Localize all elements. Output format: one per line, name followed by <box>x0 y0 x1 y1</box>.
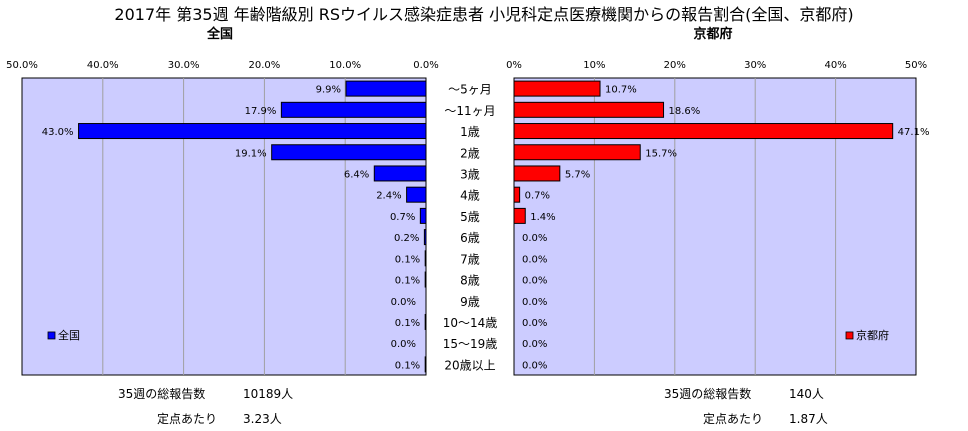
category-label: 20歳以上 <box>444 358 495 372</box>
category-label: 10～14歳 <box>443 316 498 330</box>
legend-swatch-national <box>47 331 56 340</box>
data-label-national: 0.1% <box>395 254 420 265</box>
tick-label-kyoto: 20% <box>664 60 686 71</box>
tick-label-kyoto: 40% <box>824 60 846 71</box>
data-label-kyoto: 0.0% <box>522 339 547 350</box>
tick-label-kyoto: 0% <box>506 60 522 71</box>
category-label: ～5ヶ月 <box>448 83 492 97</box>
data-label-national: 0.1% <box>395 276 420 287</box>
panel-title-national: 全国 <box>206 26 233 42</box>
tick-label-kyoto: 10% <box>583 60 605 71</box>
data-label-national: 0.0% <box>391 297 416 308</box>
bar-national <box>424 271 427 288</box>
tick-label-national: 20.0% <box>249 60 281 71</box>
data-label-kyoto: 0.0% <box>522 297 547 308</box>
national-total-value: 10189人 <box>243 387 294 401</box>
tick-label-national: 40.0% <box>87 60 119 71</box>
kyoto-per-label: 定点あたり <box>703 412 764 426</box>
data-label-kyoto: 0.0% <box>522 233 547 244</box>
data-label-kyoto: 10.7% <box>605 85 637 96</box>
data-label-kyoto: 0.0% <box>522 254 547 265</box>
category-label: 6歳 <box>460 231 480 245</box>
panel-title-kyoto: 京都府 <box>693 26 732 42</box>
data-label-kyoto: 15.7% <box>645 148 677 159</box>
legend-label-national: 全国 <box>58 328 80 342</box>
data-label-national: 9.9% <box>316 85 341 96</box>
bar-kyoto <box>513 144 641 161</box>
data-label-kyoto: 0.7% <box>525 191 550 202</box>
data-label-national: 0.0% <box>391 339 416 350</box>
data-label-kyoto: 47.1% <box>898 127 930 138</box>
bar-national <box>424 313 427 330</box>
legend-swatch-kyoto <box>845 331 854 340</box>
bar-kyoto <box>513 80 601 97</box>
bar-national <box>423 229 427 246</box>
bar-national <box>419 207 427 224</box>
tick-label-national: 30.0% <box>168 60 200 71</box>
category-label: 8歳 <box>460 274 480 288</box>
data-label-kyoto: 0.0% <box>522 276 547 287</box>
plot-area-national <box>21 77 427 376</box>
bar-national <box>424 250 427 267</box>
data-label-kyoto: 5.7% <box>565 169 590 180</box>
category-label: ～11ヶ月 <box>444 104 495 118</box>
category-label: 4歳 <box>460 189 480 203</box>
kyoto-per-value: 1.87人 <box>789 412 828 426</box>
category-label: 3歳 <box>460 167 480 181</box>
data-label-national: 43.0% <box>42 127 74 138</box>
tick-label-national: 10.0% <box>329 60 361 71</box>
bar-national <box>280 101 427 118</box>
national-per-value: 3.23人 <box>243 412 282 426</box>
bar-kyoto <box>513 123 894 140</box>
data-label-kyoto: 1.4% <box>530 212 555 223</box>
bar-national <box>345 80 427 97</box>
data-label-national: 2.4% <box>376 191 401 202</box>
category-label: 2歳 <box>460 146 480 160</box>
bar-kyoto <box>513 101 665 118</box>
data-label-national: 0.1% <box>395 360 420 371</box>
data-label-national: 17.9% <box>245 106 277 117</box>
bar-national <box>373 165 427 182</box>
kyoto-total-value: 140人 <box>789 387 824 401</box>
tick-label-national: 50.0% <box>6 60 38 71</box>
bar-national <box>424 356 427 373</box>
legend-label-kyoto: 京都府 <box>856 328 889 342</box>
national-total-label: 35週の総報告数 <box>118 387 206 401</box>
bar-national <box>78 123 427 140</box>
kyoto-total-label: 35週の総報告数 <box>664 387 752 401</box>
data-label-kyoto: 0.0% <box>522 318 547 329</box>
data-label-kyoto: 0.0% <box>522 360 547 371</box>
category-label: 9歳 <box>460 295 480 309</box>
tick-label-national: 0.0% <box>413 60 438 71</box>
data-label-national: 0.1% <box>395 318 420 329</box>
category-label: 15～19歳 <box>443 337 498 351</box>
data-label-kyoto: 18.6% <box>669 106 701 117</box>
category-label: 7歳 <box>460 252 480 266</box>
bar-national <box>406 186 427 203</box>
data-label-national: 6.4% <box>344 169 369 180</box>
bar-kyoto <box>513 207 526 224</box>
category-label: 5歳 <box>460 210 480 224</box>
chart-title: 2017年 第35週 年齢階級別 RSウイルス感染症患者 小児科定点医療機関から… <box>114 5 853 24</box>
data-label-national: 19.1% <box>235 148 267 159</box>
tick-label-kyoto: 50% <box>905 60 927 71</box>
bar-kyoto <box>513 186 521 203</box>
data-label-national: 0.7% <box>390 212 415 223</box>
bar-national <box>271 144 427 161</box>
tick-label-kyoto: 30% <box>744 60 766 71</box>
bar-kyoto <box>513 165 561 182</box>
national-per-label: 定点あたり <box>157 412 218 426</box>
data-label-national: 0.2% <box>394 233 419 244</box>
category-label: 1歳 <box>460 125 480 139</box>
